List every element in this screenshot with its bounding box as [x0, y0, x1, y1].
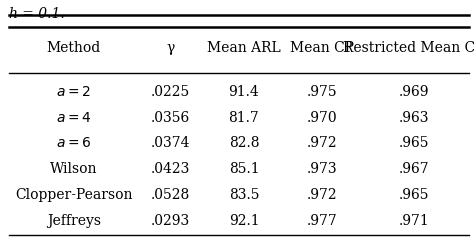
Text: 92.1: 92.1 [228, 214, 259, 227]
Text: 83.5: 83.5 [229, 188, 259, 202]
Text: Clopper-Pearson: Clopper-Pearson [15, 188, 133, 202]
Text: .972: .972 [307, 136, 337, 150]
Text: .970: .970 [307, 111, 337, 125]
Text: .972: .972 [307, 188, 337, 202]
Text: .963: .963 [399, 111, 429, 125]
Text: $a = 4$: $a = 4$ [56, 111, 91, 125]
Text: .977: .977 [307, 214, 337, 227]
Text: Mean CP: Mean CP [290, 41, 354, 55]
Text: Restricted Mean CP: Restricted Mean CP [343, 41, 474, 55]
Text: .0225: .0225 [151, 85, 190, 99]
Text: 81.7: 81.7 [228, 111, 259, 125]
Text: Mean ARL: Mean ARL [207, 41, 281, 55]
Text: .971: .971 [399, 214, 429, 227]
Text: .969: .969 [399, 85, 429, 99]
Text: 82.8: 82.8 [229, 136, 259, 150]
Text: .0423: .0423 [151, 162, 190, 176]
Text: .0356: .0356 [151, 111, 190, 125]
Text: Wilson: Wilson [50, 162, 98, 176]
Text: .965: .965 [399, 188, 429, 202]
Text: Method: Method [47, 41, 101, 55]
Text: .975: .975 [307, 85, 337, 99]
Text: .0528: .0528 [151, 188, 190, 202]
Text: 85.1: 85.1 [228, 162, 259, 176]
Text: h = 0.1.: h = 0.1. [9, 7, 65, 21]
Text: $a = 6$: $a = 6$ [56, 136, 91, 150]
Text: 91.4: 91.4 [228, 85, 259, 99]
Text: .973: .973 [307, 162, 337, 176]
Text: Jeffreys: Jeffreys [47, 214, 101, 227]
Text: $a = 2$: $a = 2$ [56, 85, 91, 99]
Text: .0293: .0293 [151, 214, 190, 227]
Text: .0374: .0374 [151, 136, 190, 150]
Text: γ: γ [166, 41, 174, 55]
Text: .965: .965 [399, 136, 429, 150]
Text: .967: .967 [399, 162, 429, 176]
